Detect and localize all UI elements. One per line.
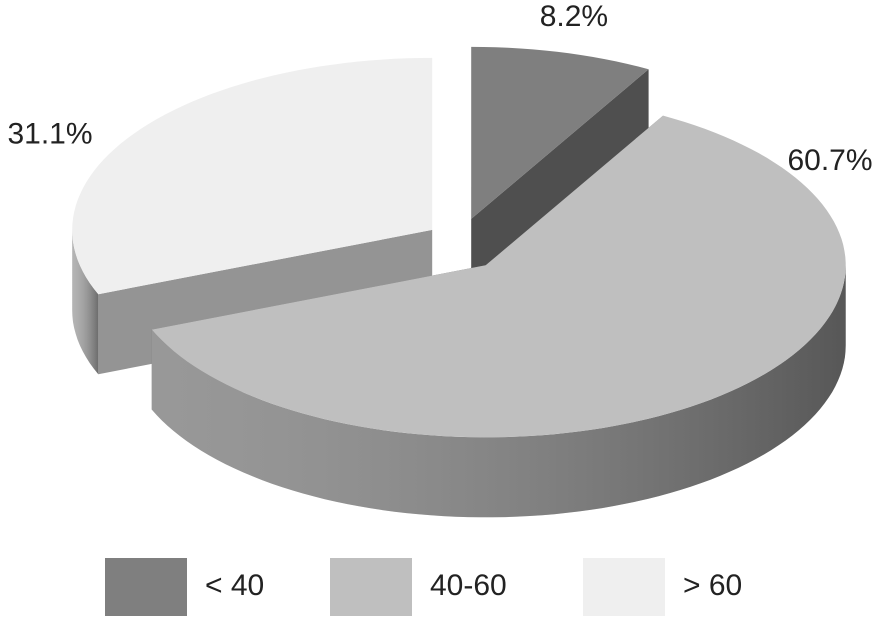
value-label: 8.2%: [540, 0, 608, 33]
value-label: 31.1%: [7, 118, 92, 151]
legend-swatch: [583, 558, 665, 616]
slice-side-shade: [72, 229, 99, 375]
slice-top: [471, 46, 649, 219]
value-label: 60.7%: [787, 144, 872, 177]
legend-swatch: [330, 558, 412, 616]
slice-side-shade: [151, 265, 846, 518]
legend-swatch: [105, 558, 187, 616]
slice-top: [72, 57, 433, 295]
legend-label: < 40: [205, 569, 264, 602]
slice-top: [151, 115, 846, 438]
legend-label: > 60: [683, 569, 742, 602]
legend-label: 40-60: [430, 569, 507, 602]
